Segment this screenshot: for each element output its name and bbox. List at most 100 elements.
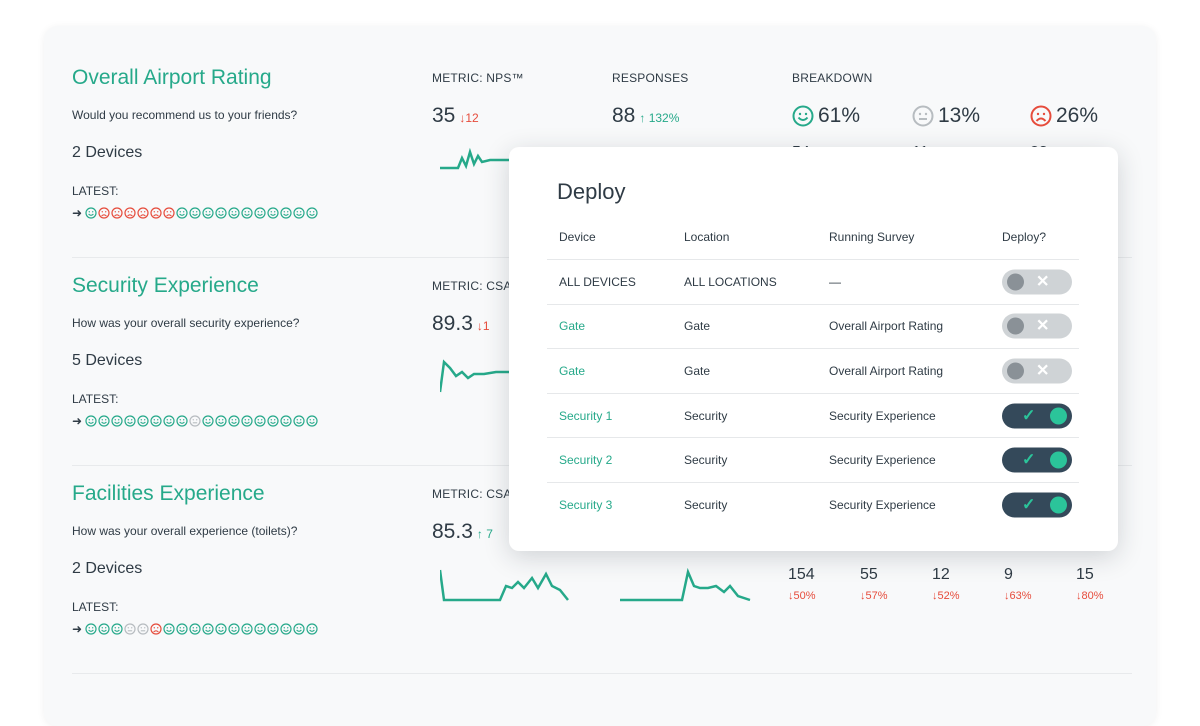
sad-face-icon [98,207,110,219]
check-icon: ✓ [1022,407,1036,425]
count-col: 154 ↓50% [788,566,860,602]
count-value: 12 [932,566,950,583]
count-change: ↓57% [860,590,888,602]
happy-face-icon [189,207,201,219]
breakdown-neutral-value: 13% [938,104,981,127]
happy-face-icon [280,415,292,427]
deploy-toggle[interactable]: ✓ [1002,403,1072,429]
metric-delta-value: 1 [482,319,490,333]
happy-face-icon [137,415,149,427]
count-col: 9 ↓63% [1004,566,1076,602]
happy-face-icon [306,207,318,219]
survey-title[interactable]: Security Experience [72,274,259,297]
happy-face-icon [293,623,305,635]
metric-label: METRIC: CSA [432,279,512,293]
device-name: ALL DEVICES [559,274,636,289]
deploy-toggle[interactable]: ✕ [1002,313,1072,339]
sad-face-icon [150,207,162,219]
header-device: Device [559,230,596,244]
breakdown-neutral: 13% [912,104,980,128]
metric-value: 35 ↓12 [432,104,479,128]
metric-delta-value: 12 [465,111,479,125]
running-survey: — [829,274,841,289]
happy-face-icon [85,415,97,427]
happy-face-icon [124,415,136,427]
count-change-value: 80% [1081,590,1104,602]
happy-face-icon [293,415,305,427]
deploy-toggle[interactable]: ✓ [1002,492,1072,518]
toggle-knob [1007,362,1024,380]
happy-face-icon [150,415,162,427]
device-name[interactable]: Gate [559,319,586,334]
device-name[interactable]: Security 2 [559,453,613,468]
happy-face-icon [792,105,814,127]
survey-title[interactable]: Facilities Experience [72,482,265,505]
responses-value: 88 ↑ 132% [612,104,679,128]
neutral-face-icon [912,105,934,127]
check-icon: ✓ [1022,496,1036,514]
device-name[interactable]: Gate [559,363,586,378]
latest-label: LATEST: [72,600,119,614]
toggle-knob [1050,451,1067,469]
device-count[interactable]: 5 Devices [72,352,143,369]
happy-face-icon [202,207,214,219]
deploy-toggle[interactable]: ✕ [1002,269,1072,295]
happy-face-icon [267,415,279,427]
device-name[interactable]: Security 3 [559,498,613,513]
latest-label: LATEST: [72,184,119,198]
deploy-modal: Deploy Device Location Running Survey De… [509,147,1118,551]
responses-sparkline [620,567,751,602]
happy-face-icon [215,415,227,427]
metric-delta: ↑ 7 [476,527,493,541]
running-survey: Security Experience [829,453,936,468]
happy-face-icon [306,623,318,635]
toggle-knob [1050,407,1067,425]
device-location: Gate [684,363,711,378]
device-location: Security [684,408,728,423]
neutral-face-icon [137,623,149,635]
device-count[interactable]: 2 Devices [72,560,143,577]
deploy-toggle[interactable]: ✓ [1002,447,1072,473]
metric-number: 85.3 [432,520,473,543]
responses-label: RESPONSES [612,71,689,85]
count-change: ↓63% [1004,590,1032,602]
metric-sparkline [440,569,569,602]
neutral-face-icon [124,623,136,635]
check-icon: ✓ [1022,451,1036,469]
latest-faces: ➜ [72,206,318,220]
deploy-table: Device Location Running Survey Deploy? A… [547,215,1079,528]
deploy-toggle[interactable]: ✕ [1002,358,1072,384]
survey-section-overall-airport-rating: Overall Airport Rating Would you recomme… [72,64,1132,244]
happy-face-icon [241,415,253,427]
device-location: Security [684,498,728,513]
device-count[interactable]: 2 Devices [72,144,143,161]
sad-face-icon [150,623,162,635]
happy-face-icon [228,415,240,427]
count-col: 55 ↓57% [860,566,932,602]
survey-title[interactable]: Overall Airport Rating [72,66,272,89]
count-col: 15 ↓80% [1076,566,1148,602]
device-location: ALL LOCATIONS [684,274,777,289]
breakdown-happy: 61% [792,104,860,128]
happy-face-icon [267,207,279,219]
happy-face-icon [241,207,253,219]
latest-label: LATEST: [72,392,119,406]
device-location: Gate [684,319,711,334]
happy-face-icon [254,415,266,427]
table-row: ALL DEVICES ALL LOCATIONS — ✕ [547,260,1079,305]
header-running-survey: Running Survey [829,230,915,244]
count-change-value: 50% [793,590,816,602]
happy-face-icon [293,207,305,219]
close-icon: ✕ [1036,273,1050,291]
device-location: Security [684,453,728,468]
metric-label: METRIC: CSA [432,487,512,501]
device-name[interactable]: Security 1 [559,408,613,423]
happy-face-icon [111,415,123,427]
neutral-face-icon [189,415,201,427]
happy-face-icon [267,623,279,635]
survey-question: How was your overall security experience… [72,316,300,330]
arrow-right-icon: ➜ [72,414,83,428]
header-deploy: Deploy? [1002,230,1047,244]
happy-face-icon [228,207,240,219]
happy-face-icon [202,415,214,427]
